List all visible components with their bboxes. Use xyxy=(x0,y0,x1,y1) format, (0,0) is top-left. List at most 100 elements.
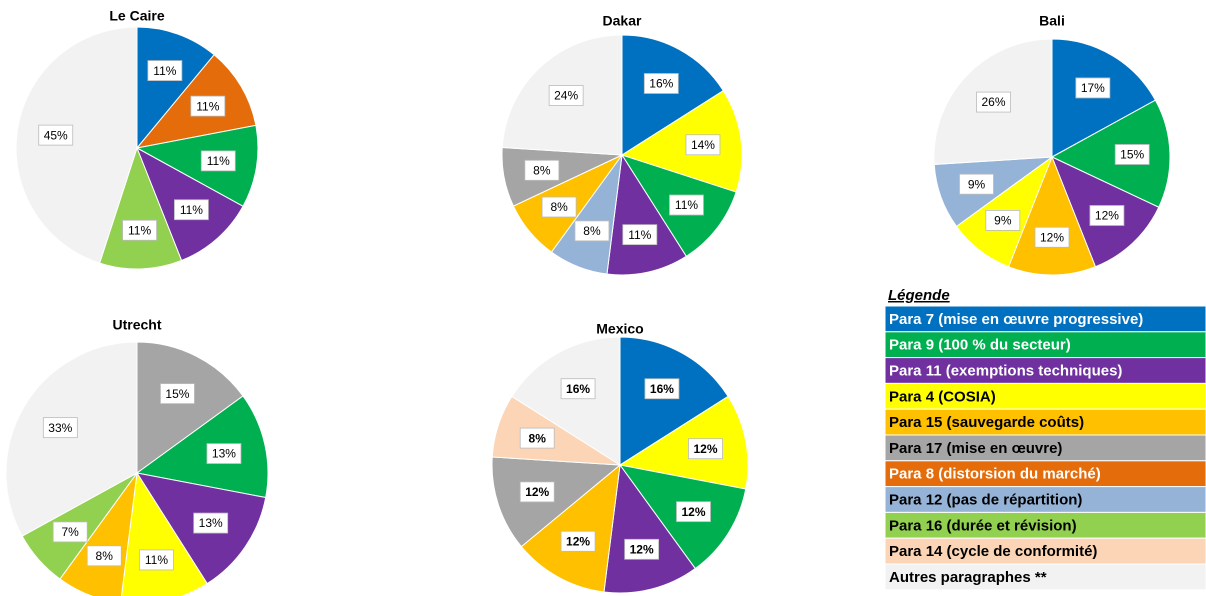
value-label: 14% xyxy=(691,138,715,152)
value-label: 12% xyxy=(630,542,654,556)
pie-slice xyxy=(1007,155,1097,276)
value-label: 24% xyxy=(554,89,578,103)
value-label: 16% xyxy=(566,382,590,396)
value-label-group: 11% xyxy=(200,150,236,172)
legend-entry: Para 17 (mise en œuvre) xyxy=(889,440,1062,457)
value-label: 26% xyxy=(981,95,1005,109)
value-label-group: 8% xyxy=(524,159,560,181)
value-label-group: 13% xyxy=(193,512,229,534)
value-label-box xyxy=(1089,205,1125,226)
pie-slice xyxy=(618,395,749,490)
value-label-group: 12% xyxy=(676,501,711,523)
value-label-box xyxy=(206,443,242,464)
legend-entry: Para 14 (cycle de conformité) xyxy=(889,543,1097,560)
value-label-box xyxy=(985,210,1021,231)
value-label-box xyxy=(38,124,74,146)
value-label: 11% xyxy=(180,203,203,217)
legend-swatch xyxy=(884,408,1206,436)
value-label-group: 16% xyxy=(560,378,596,400)
value-label-box xyxy=(139,549,174,571)
value-label-box xyxy=(1114,144,1150,165)
pie-slice xyxy=(603,463,696,594)
value-label-group: 12% xyxy=(1089,205,1125,226)
value-label-box xyxy=(42,417,78,439)
legend-entry: Para 4 (COSIA) xyxy=(889,388,996,405)
pie-slice xyxy=(98,146,183,270)
pie-slice xyxy=(619,336,729,466)
value-label: 12% xyxy=(525,485,549,499)
value-label: 12% xyxy=(693,442,717,456)
value-label: 8% xyxy=(550,200,568,214)
value-label: 8% xyxy=(529,431,547,445)
legend-entry: Para 7 (mise en œuvre progressive) xyxy=(889,311,1143,328)
pie-slice xyxy=(15,26,138,264)
pie-slice xyxy=(135,124,259,207)
value-label-group: 11% xyxy=(669,194,704,216)
value-label: 11% xyxy=(145,553,168,567)
value-label-box xyxy=(541,196,577,218)
pie-title: Dakar xyxy=(603,13,642,29)
legend-entry: Autres paragraphes ** xyxy=(889,569,1047,586)
value-label-group: 8% xyxy=(541,196,577,218)
legend-entry: Para 9 (100 % du secteur) xyxy=(889,337,1071,354)
value-label: 11% xyxy=(628,228,651,242)
legend-entry: Para 16 (durée et révision) xyxy=(889,517,1077,534)
pie-slice xyxy=(135,395,269,499)
value-label: 16% xyxy=(650,382,674,396)
value-label-group: 16% xyxy=(643,73,679,94)
value-label-box xyxy=(669,194,704,216)
legend-swatch xyxy=(884,563,1206,591)
value-label: 12% xyxy=(1040,230,1064,244)
legend-swatch xyxy=(884,460,1206,488)
value-label-box xyxy=(688,438,723,460)
value-label-box xyxy=(190,95,226,117)
value-label-group: 11% xyxy=(174,199,209,221)
value-label-box xyxy=(519,427,555,449)
legend-swatch xyxy=(884,511,1206,539)
value-label-box xyxy=(959,173,994,195)
pie-slice xyxy=(621,34,725,156)
value-label-box xyxy=(160,383,195,405)
value-label-box xyxy=(676,501,711,523)
legend-swatch xyxy=(884,305,1206,333)
pie-title: Utrecht xyxy=(112,317,161,333)
value-label-box xyxy=(193,512,229,534)
pie-slice xyxy=(5,341,138,537)
value-label-box xyxy=(976,91,1011,113)
pie-slice xyxy=(136,341,244,474)
pie-slice xyxy=(620,90,743,193)
value-label-box xyxy=(622,224,658,246)
value-label: 11% xyxy=(153,64,176,78)
value-label: 33% xyxy=(48,421,72,435)
value-label-group: 13% xyxy=(206,443,242,464)
value-label-box xyxy=(52,521,88,543)
value-label-group: 14% xyxy=(685,134,721,156)
value-label-box xyxy=(574,220,610,242)
value-label-group: 9% xyxy=(959,173,994,195)
value-label-box xyxy=(1034,226,1070,248)
legend-entry: Para 8 (distorsion du marché) xyxy=(889,466,1101,483)
legend-swatch xyxy=(884,382,1206,410)
value-label: 45% xyxy=(44,128,68,142)
value-label-box xyxy=(560,530,596,552)
value-label-box xyxy=(519,481,555,503)
value-label-box xyxy=(524,159,560,181)
value-label-group: 11% xyxy=(190,95,226,117)
value-label-box xyxy=(560,378,596,400)
value-label: 13% xyxy=(199,516,223,530)
value-label-box xyxy=(643,73,679,94)
value-label: 8% xyxy=(96,549,114,563)
legend-title: Légende xyxy=(888,287,950,304)
value-label-group: 17% xyxy=(1075,77,1111,99)
value-label: 12% xyxy=(681,505,705,519)
value-label: 11% xyxy=(207,154,230,168)
value-label-group: 8% xyxy=(574,220,610,242)
legend-entry: Para 15 (sauvegarde coûts) xyxy=(889,414,1084,431)
value-label-box xyxy=(174,199,209,221)
value-label-group: 45% xyxy=(38,124,74,146)
value-label-box xyxy=(624,538,660,560)
value-label-group: 12% xyxy=(624,538,660,560)
value-label-group: 8% xyxy=(519,427,555,449)
value-label-box xyxy=(200,150,236,172)
